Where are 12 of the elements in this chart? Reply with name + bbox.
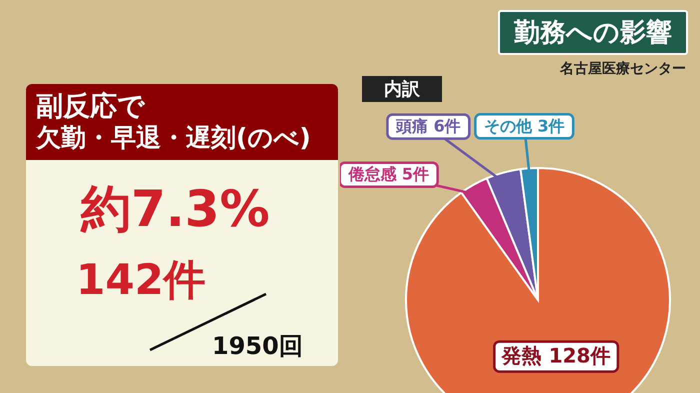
slice-label: 発熱 128件 — [500, 344, 610, 368]
text: 約7.3% — [81, 179, 270, 240]
slice-label: 頭痛 6件 — [395, 116, 461, 136]
slice-label: 倦怠感 5件 — [347, 164, 430, 184]
text: 内訳 — [362, 76, 442, 102]
text: 副反応で — [36, 91, 146, 122]
text: 欠勤・早退・遅刻(のべ) — [36, 122, 312, 154]
chart-title: 勤務への影響 — [498, 10, 688, 55]
slice-label: その他 3件 — [484, 116, 565, 136]
text: 142件 — [76, 254, 206, 306]
chart-subtitle: 名古屋医療センター — [560, 60, 686, 78]
text: 1950回 — [212, 331, 303, 362]
